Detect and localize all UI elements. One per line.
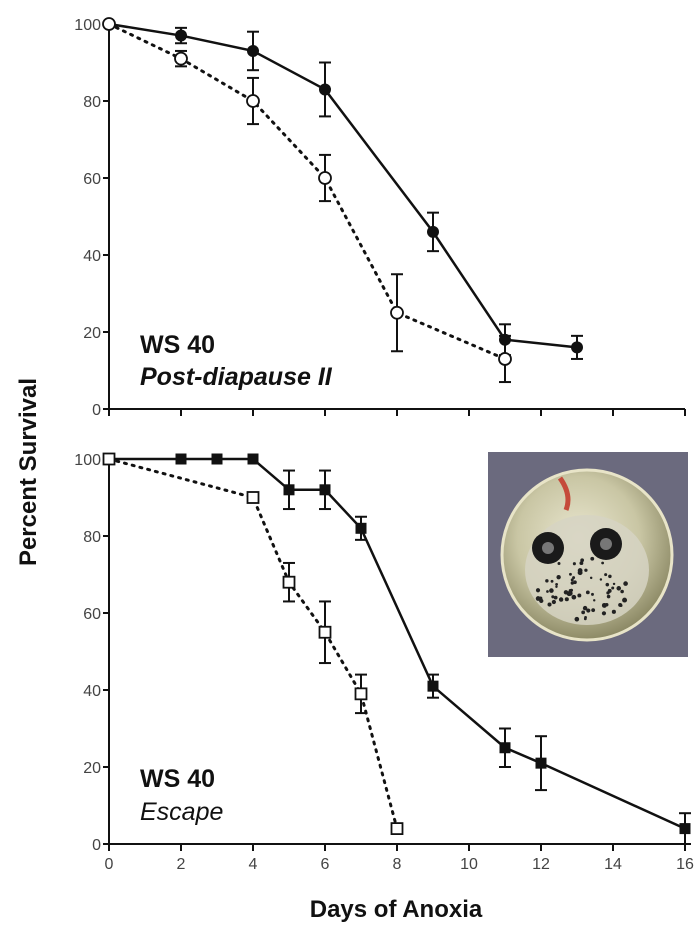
y-tick-label: 0 <box>92 837 101 854</box>
data-point <box>283 484 295 496</box>
data-point <box>246 94 260 108</box>
data-point <box>282 575 296 589</box>
y-tick-label: 100 <box>74 17 101 34</box>
data-point <box>175 453 187 465</box>
data-point <box>174 51 188 66</box>
top-panel: 0 20 40 60 80 100 WS 40 Post-diapause II <box>74 17 686 419</box>
x-tick-label: 8 <box>393 856 402 873</box>
data-point <box>390 822 404 835</box>
y-tick-label: 40 <box>83 683 101 700</box>
data-point <box>679 823 691 835</box>
y-tick-label: 100 <box>74 452 101 469</box>
y-tick-label: 0 <box>92 402 101 419</box>
series-line <box>107 457 399 831</box>
x-tick-label: 16 <box>676 856 694 873</box>
data-point <box>247 453 259 465</box>
data-point <box>355 522 367 534</box>
x-tick-label: 12 <box>532 856 550 873</box>
x-tick-label: 4 <box>249 856 258 873</box>
y-tick-label: 40 <box>83 248 101 265</box>
bottom-panel: 0 20 40 60 80 100 0 2 4 6 8 10 12 14 16 WS 40 Escape <box>74 452 694 873</box>
y-tick-label: 60 <box>83 606 101 623</box>
x-tick-label: 14 <box>604 856 622 873</box>
embryo-pupil-right <box>600 538 612 550</box>
series-line <box>107 22 507 361</box>
x-tick-label: 6 <box>321 856 330 873</box>
data-point <box>175 29 187 42</box>
data-point <box>102 452 116 466</box>
data-point <box>102 17 116 31</box>
embryo-photo <box>488 452 688 657</box>
embryo-pupil-left <box>542 542 554 554</box>
embryo-gill <box>557 476 571 511</box>
data-point <box>498 352 512 366</box>
data-point <box>246 491 260 504</box>
x-axis-title: Days of Anoxia <box>310 896 483 923</box>
x-tick-label: 10 <box>460 856 478 873</box>
embryo-spots <box>535 556 628 622</box>
data-point <box>499 742 511 754</box>
data-point <box>319 83 331 96</box>
y-axis-title: Percent Survival <box>15 378 42 566</box>
series-line <box>108 22 578 349</box>
x-tick-label: 2 <box>177 856 186 873</box>
data-point <box>318 625 332 639</box>
data-point <box>247 44 259 57</box>
data-point <box>427 225 439 238</box>
condition-label: Escape <box>140 798 223 826</box>
stage-label: WS 40 <box>140 331 215 359</box>
y-tick-label: 80 <box>83 529 101 546</box>
y-tick-label: 60 <box>83 171 101 188</box>
x-tick-label: 0 <box>105 856 114 873</box>
data-point <box>390 305 404 320</box>
y-tick-label: 20 <box>83 760 101 777</box>
data-point <box>318 171 332 185</box>
stage-label: WS 40 <box>140 765 215 793</box>
data-point <box>354 687 368 701</box>
data-point <box>427 680 439 692</box>
condition-label: Post-diapause II <box>140 363 333 391</box>
data-point <box>571 341 583 354</box>
data-point <box>319 484 331 496</box>
y-tick-label: 80 <box>83 94 101 111</box>
y-tick-label: 20 <box>83 325 101 342</box>
data-point <box>535 757 547 769</box>
data-point <box>211 453 223 465</box>
